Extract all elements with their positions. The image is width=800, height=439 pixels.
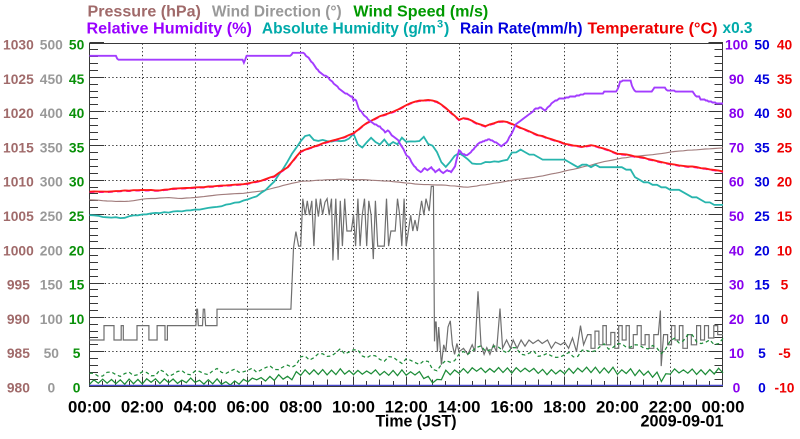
svg-text:15: 15 — [777, 209, 793, 224]
svg-text:14:00: 14:00 — [438, 398, 481, 417]
svg-text:10: 10 — [69, 312, 85, 327]
svg-text:16:00: 16:00 — [490, 398, 533, 417]
svg-text:300: 300 — [40, 175, 63, 190]
svg-text:1015: 1015 — [3, 140, 34, 155]
svg-text:Rain Rate(mm/h): Rain Rate(mm/h) — [460, 21, 583, 38]
svg-text:): ) — [444, 21, 449, 38]
svg-text:25: 25 — [754, 209, 770, 224]
svg-text:20: 20 — [729, 312, 745, 327]
svg-text:10: 10 — [754, 312, 770, 327]
svg-text:20: 20 — [754, 243, 770, 258]
svg-text:980: 980 — [7, 381, 30, 396]
svg-text:15: 15 — [69, 278, 85, 293]
svg-text:0: 0 — [781, 312, 789, 327]
svg-text:x0.3: x0.3 — [723, 20, 753, 37]
svg-text:10:00: 10:00 — [332, 398, 375, 417]
svg-text:20: 20 — [69, 243, 85, 258]
svg-text:45: 45 — [69, 72, 85, 87]
svg-text:30: 30 — [777, 106, 793, 121]
svg-text:30: 30 — [729, 278, 745, 293]
svg-text:40: 40 — [777, 38, 793, 53]
svg-text:35: 35 — [777, 72, 793, 87]
svg-text:3: 3 — [437, 19, 443, 31]
svg-text:Pressure (hPa): Pressure (hPa) — [88, 3, 201, 20]
svg-text:12:00: 12:00 — [385, 398, 428, 417]
svg-text:985: 985 — [7, 346, 30, 361]
svg-text:150: 150 — [40, 278, 63, 293]
svg-text:1010: 1010 — [3, 175, 34, 190]
svg-text:1030: 1030 — [3, 38, 34, 53]
svg-text:1005: 1005 — [3, 209, 34, 224]
svg-text:5: 5 — [781, 278, 789, 293]
svg-text:25: 25 — [777, 140, 793, 155]
svg-text:-5: -5 — [778, 346, 791, 361]
svg-text:Absolute Humidity (g/m: Absolute Humidity (g/m — [262, 21, 436, 38]
svg-text:200: 200 — [40, 243, 63, 258]
svg-text:02:00: 02:00 — [121, 398, 164, 417]
svg-text:5: 5 — [73, 346, 81, 361]
svg-text:15: 15 — [754, 278, 770, 293]
svg-text:08:00: 08:00 — [279, 398, 322, 417]
svg-text:990: 990 — [7, 312, 30, 327]
svg-text:04:00: 04:00 — [174, 398, 217, 417]
svg-text:0: 0 — [758, 381, 766, 396]
svg-text:1025: 1025 — [3, 72, 34, 87]
svg-text:100: 100 — [725, 38, 748, 53]
svg-text:35: 35 — [754, 140, 770, 155]
svg-text:500: 500 — [40, 38, 63, 53]
svg-text:0: 0 — [73, 381, 81, 396]
svg-text:50: 50 — [69, 38, 85, 53]
svg-text:80: 80 — [729, 106, 745, 121]
svg-text:40: 40 — [729, 243, 745, 258]
svg-text:00:00: 00:00 — [702, 398, 745, 417]
svg-text:Time (JST): Time (JST) — [376, 413, 457, 431]
svg-text:45: 45 — [754, 72, 770, 87]
svg-text:30: 30 — [754, 175, 770, 190]
svg-text:06:00: 06:00 — [226, 398, 269, 417]
svg-text:350: 350 — [40, 140, 63, 155]
svg-text:90: 90 — [729, 72, 745, 87]
svg-text:30: 30 — [69, 175, 85, 190]
svg-text:Relative Humidity (%): Relative Humidity (%) — [87, 21, 252, 38]
svg-text:0: 0 — [47, 381, 55, 396]
svg-text:25: 25 — [69, 209, 85, 224]
svg-text:70: 70 — [729, 140, 745, 155]
svg-text:0: 0 — [733, 381, 741, 396]
svg-text:50: 50 — [729, 209, 745, 224]
svg-text:40: 40 — [754, 106, 770, 121]
svg-text:10: 10 — [729, 346, 745, 361]
svg-text:50: 50 — [754, 38, 770, 53]
svg-text:400: 400 — [40, 106, 63, 121]
svg-text:20:00: 20:00 — [596, 398, 639, 417]
svg-text:00:00: 00:00 — [68, 398, 111, 417]
svg-text:Wind Speed (m/s): Wind Speed (m/s) — [353, 3, 488, 20]
svg-text:450: 450 — [40, 72, 63, 87]
svg-text:Wind Direction (°): Wind Direction (°) — [212, 3, 342, 20]
svg-text:50: 50 — [44, 346, 60, 361]
svg-text:1020: 1020 — [3, 106, 34, 121]
svg-text:60: 60 — [729, 175, 745, 190]
svg-text:5: 5 — [758, 346, 766, 361]
svg-text:10: 10 — [777, 243, 793, 258]
svg-text:22:00: 22:00 — [649, 398, 692, 417]
svg-text:1000: 1000 — [3, 243, 34, 258]
svg-text:2009-09-01: 2009-09-01 — [641, 413, 724, 431]
svg-text:995: 995 — [7, 278, 30, 293]
svg-text:100: 100 — [40, 312, 63, 327]
svg-text:Temperature (°C): Temperature (°C) — [588, 21, 718, 38]
svg-text:-10: -10 — [775, 381, 795, 396]
svg-text:20: 20 — [777, 175, 793, 190]
svg-text:250: 250 — [40, 209, 63, 224]
svg-text:35: 35 — [69, 140, 85, 155]
svg-text:40: 40 — [69, 106, 85, 121]
svg-text:18:00: 18:00 — [543, 398, 586, 417]
